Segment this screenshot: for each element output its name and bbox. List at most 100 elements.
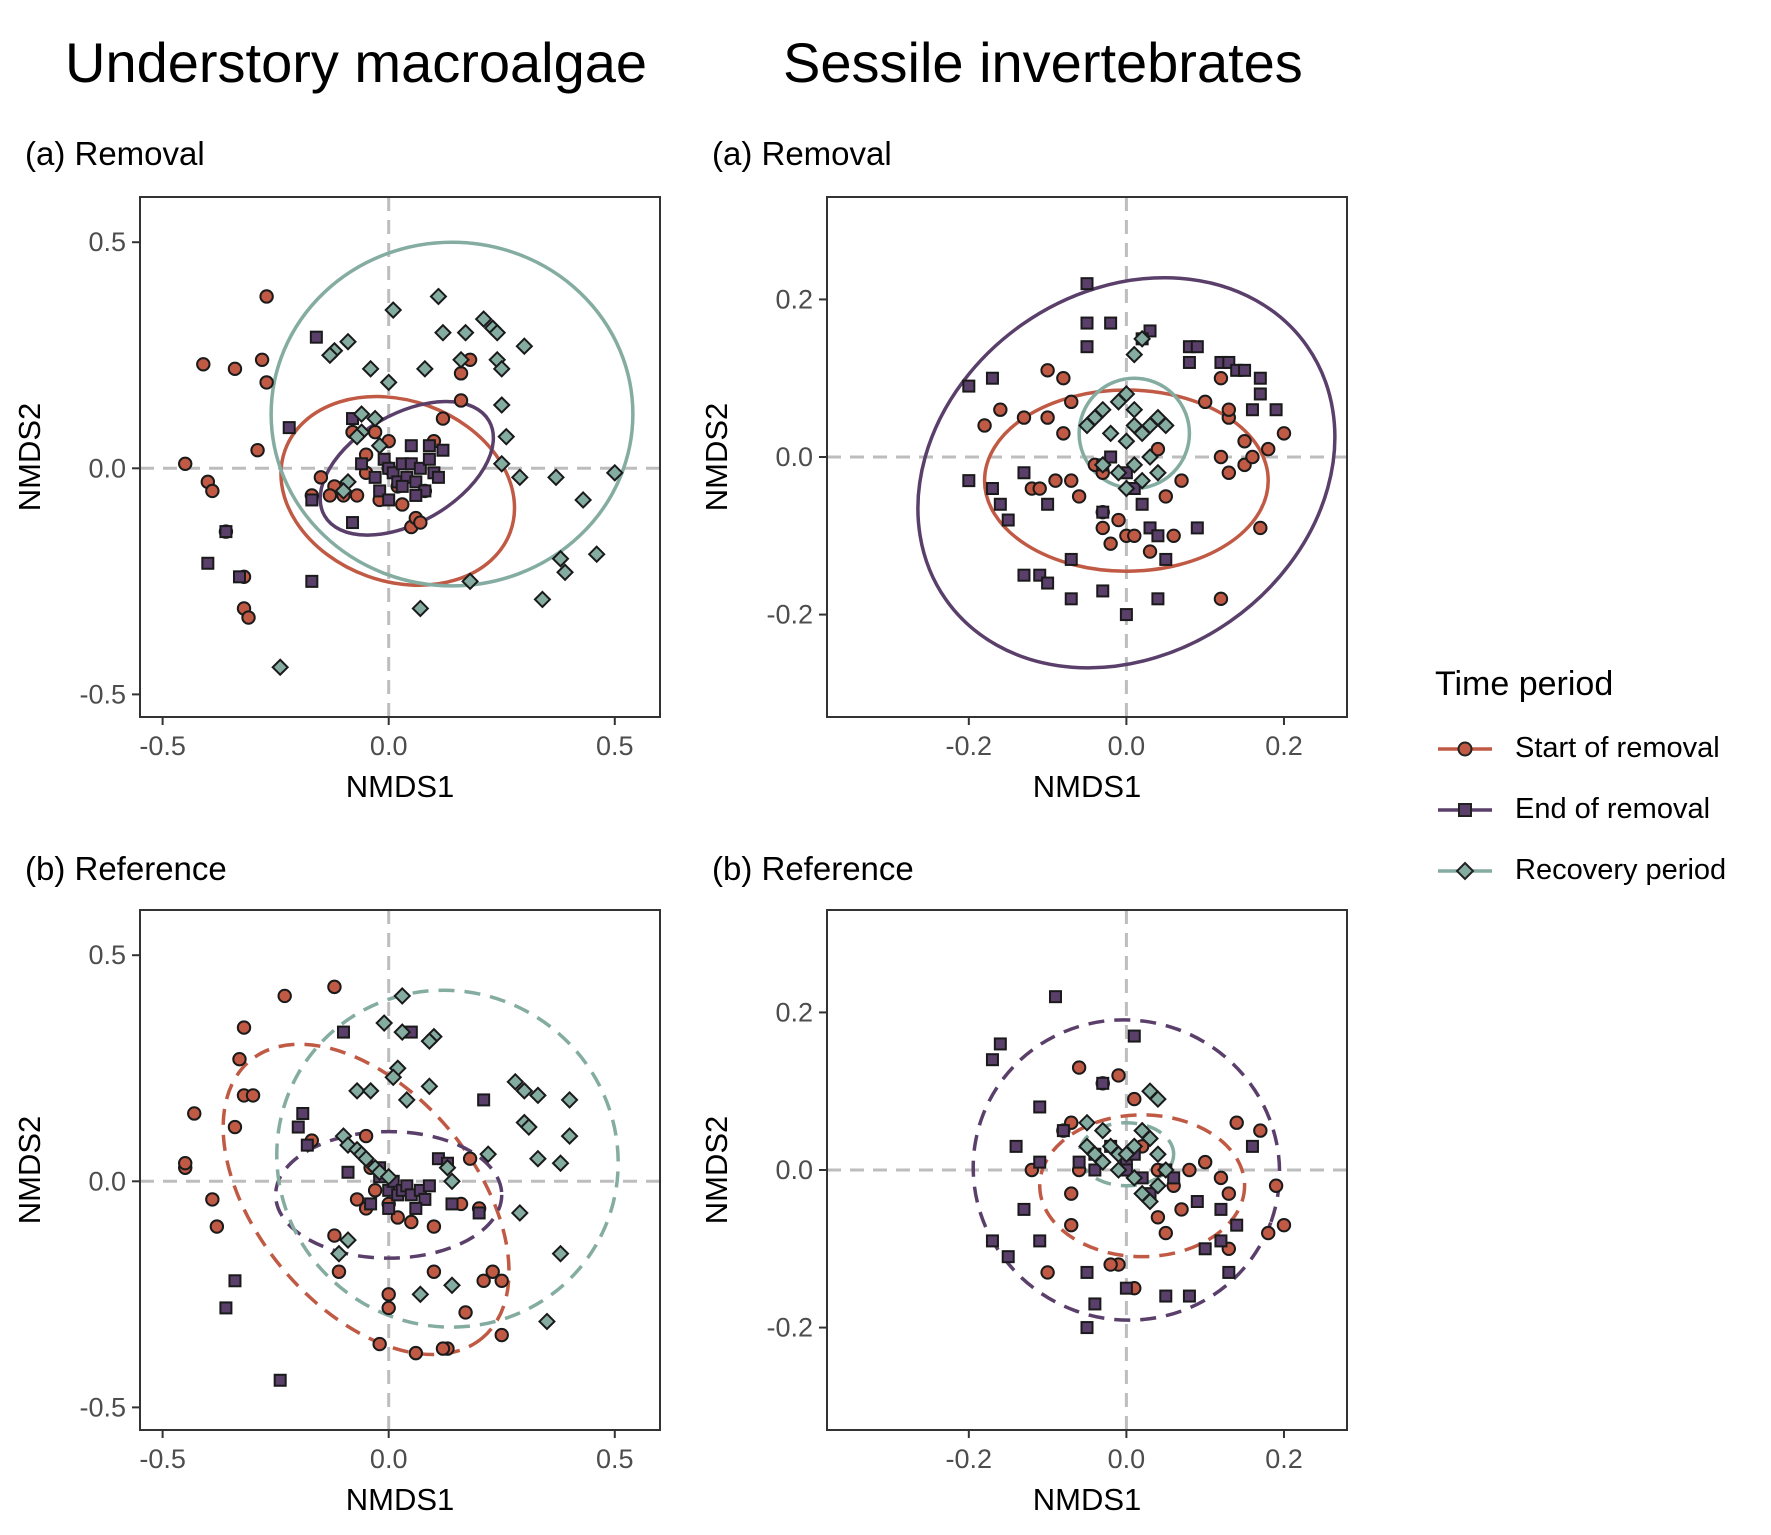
x-tick-label: -0.2	[946, 1444, 993, 1474]
x-tick-label: 0.0	[370, 731, 408, 761]
point-start-of-removal	[1064, 1186, 1079, 1201]
plot-algae-removal: -0.5 0.0 0.5 -0.5 0.0 0.5 NMDS1 NMDS2	[12, 196, 661, 804]
point-end-of-removal	[409, 488, 423, 502]
point-start-of-removal	[1213, 1170, 1229, 1186]
point-start-of-removal	[331, 1264, 347, 1279]
point-recovery-period	[393, 986, 412, 1005]
x-axis-label: NMDS1	[346, 1482, 455, 1517]
x-tick-label: 0.0	[1108, 731, 1146, 761]
point-start-of-removal	[1229, 1115, 1244, 1130]
ellipse-end-of-removal	[273, 1129, 504, 1260]
ellipse-start-of-removal	[221, 1042, 511, 1357]
point-end-of-removal	[985, 1053, 999, 1067]
point-end-of-removal	[1096, 505, 1110, 519]
point-end-of-removal	[346, 516, 360, 530]
point-end-of-removal	[1135, 497, 1149, 511]
point-recovery-period	[547, 468, 565, 487]
point-recovery-period	[361, 359, 380, 378]
point-end-of-removal	[273, 1373, 287, 1387]
point-recovery-period	[488, 323, 507, 342]
point-recovery-period	[1101, 424, 1120, 443]
point-recovery-period	[339, 332, 357, 351]
point-start-of-removal	[1111, 1068, 1126, 1083]
point-end-of-removal	[1088, 1163, 1102, 1177]
point-start-of-removal	[259, 375, 274, 390]
x-tick-label: 0.2	[1265, 1444, 1303, 1474]
point-start-of-removal	[372, 1336, 387, 1352]
point-recovery-period	[560, 1127, 579, 1146]
x-tick-label: 0.5	[596, 731, 634, 761]
point-start-of-removal	[1016, 410, 1032, 425]
point-start-of-removal	[1040, 410, 1055, 425]
point-start-of-removal	[413, 515, 428, 530]
point-end-of-removal	[309, 330, 323, 344]
point-recovery-period	[1117, 432, 1136, 451]
point-recovery-period	[1117, 479, 1136, 498]
point-end-of-removal	[1096, 584, 1110, 598]
point-end-of-removal	[305, 574, 319, 588]
point-recovery-period	[320, 346, 339, 365]
point-end-of-removal	[1119, 1281, 1133, 1295]
x-tick-label: 0.0	[1108, 1444, 1146, 1474]
point-end-of-removal	[993, 1037, 1007, 1051]
point-recovery-period	[330, 1244, 348, 1263]
point-start-of-removal	[1253, 1123, 1268, 1138]
point-end-of-removal	[341, 1165, 355, 1179]
point-recovery-period	[379, 1167, 398, 1186]
point-end-of-removal	[219, 1301, 233, 1315]
point-end-of-removal	[1127, 1029, 1141, 1043]
point-start-of-removal	[476, 1273, 491, 1288]
point-end-of-removal	[1190, 1195, 1204, 1209]
point-end-of-removal	[985, 1234, 999, 1248]
y-tick-label: 0.0	[775, 1155, 813, 1185]
column-title-invertebrates: Sessile invertebrates	[783, 31, 1303, 94]
point-recovery-period	[1148, 463, 1167, 482]
point-recovery-period	[528, 1149, 547, 1168]
legend-label-start: Start of removal	[1515, 732, 1720, 764]
point-start-of-removal	[277, 988, 292, 1004]
ellipse-start-of-removal	[1037, 1113, 1247, 1259]
point-recovery-period	[411, 1285, 430, 1304]
y-axis-label: NMDS2	[12, 403, 47, 512]
ellipses-algae-reference	[221, 988, 620, 1357]
point-recovery-period	[397, 1090, 416, 1109]
point-recovery-period	[357, 1149, 376, 1168]
point-start-of-removal	[349, 488, 365, 503]
point-start-of-removal	[494, 1327, 509, 1343]
point-start-of-removal	[1071, 1060, 1087, 1075]
point-recovery-period	[384, 301, 403, 319]
point-end-of-removal	[1080, 1265, 1094, 1279]
point-end-of-removal	[1151, 529, 1165, 543]
x-axis-label: NMDS1	[1033, 1482, 1142, 1517]
point-start-of-removal	[227, 1119, 243, 1135]
point-recovery-period	[556, 563, 574, 582]
point-end-of-removal	[395, 479, 409, 493]
point-start-of-removal	[435, 411, 451, 426]
point-recovery-period	[510, 468, 529, 487]
ellipse-recovery-period	[1077, 1120, 1176, 1188]
point-end-of-removal	[993, 497, 1007, 511]
point-recovery-period	[1093, 455, 1112, 474]
point-end-of-removal	[355, 457, 369, 471]
point-start-of-removal	[1071, 489, 1087, 504]
point-end-of-removal	[418, 1192, 432, 1206]
point-start-of-removal	[250, 443, 265, 458]
point-start-of-removal	[232, 1052, 247, 1067]
point-recovery-period	[456, 323, 475, 342]
x-tick-label: -0.5	[139, 731, 186, 761]
point-start-of-removal	[1174, 1202, 1189, 1217]
point-recovery-period	[587, 545, 606, 564]
y-axis-label: NMDS2	[699, 1116, 734, 1225]
point-start-of-removal	[1040, 1265, 1055, 1280]
point-start-of-removal	[1040, 363, 1055, 378]
ellipses-invert-reference	[971, 1018, 1282, 1322]
point-end-of-removal	[1064, 592, 1078, 606]
x-axis-label: NMDS1	[346, 769, 455, 804]
point-recovery-period	[605, 463, 624, 482]
point-end-of-removal	[431, 470, 445, 484]
plot-invert-removal: -0.2 0.0 0.2 -0.2 0.0 0.2 NMDS1 NMDS2	[699, 196, 1348, 804]
point-end-of-removal	[1143, 324, 1157, 338]
point-start-of-removal	[1268, 1178, 1284, 1193]
point-recovery-period	[339, 1231, 357, 1250]
point-start-of-removal	[1158, 489, 1173, 504]
